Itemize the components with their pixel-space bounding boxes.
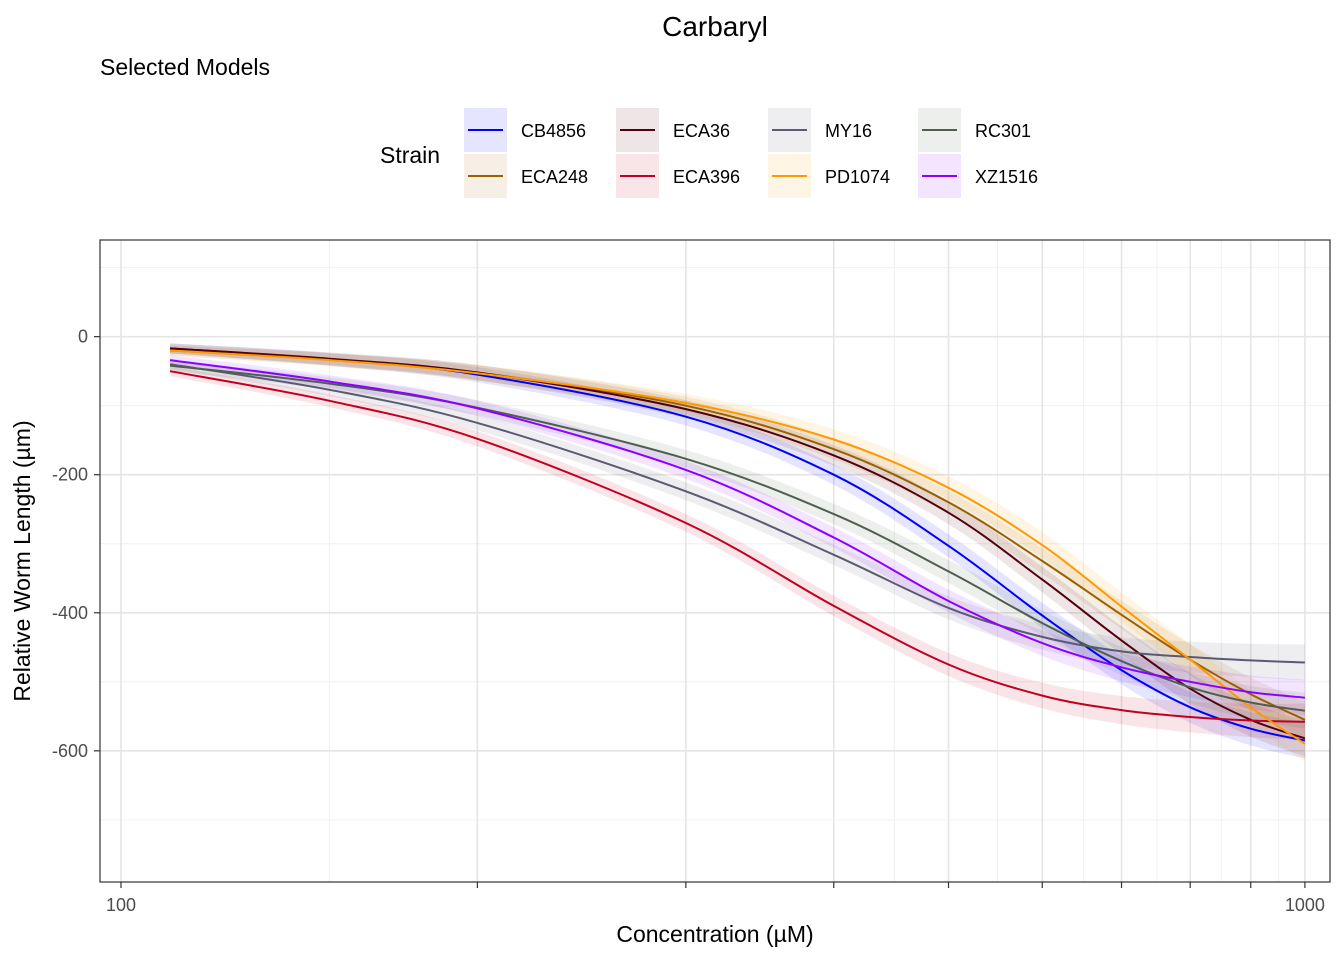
- x-tick-label: 100: [106, 895, 136, 915]
- y-tick-label: -400: [52, 603, 88, 623]
- chart-subtitle: Selected Models: [100, 54, 270, 80]
- legend-title: Strain: [380, 142, 440, 168]
- legend-item-eca248[interactable]: ECA248: [464, 154, 588, 198]
- band-rc301: [170, 360, 1305, 729]
- legend-item-cb4856[interactable]: CB4856: [464, 108, 586, 152]
- x-axis: 100 1000: [106, 882, 1325, 915]
- legend-label: MY16: [825, 121, 872, 141]
- plot-panel: [99, 239, 1331, 883]
- panel-border: [99, 239, 1331, 883]
- legend-label: ECA36: [673, 121, 730, 141]
- line-rc301: [169, 364, 1306, 712]
- band-eca36: [170, 343, 1305, 757]
- legend-item-eca396[interactable]: ECA396: [616, 154, 740, 198]
- y-axis-title: Relative Worm Length (µm): [9, 420, 35, 701]
- band-eca248: [170, 345, 1305, 738]
- chart-title: Carbaryl: [662, 11, 768, 42]
- x-tick-label: 1000: [1285, 895, 1325, 915]
- legend-label: ECA248: [521, 167, 588, 187]
- legend-label: PD1074: [825, 167, 890, 187]
- legend-item-pd1074[interactable]: PD1074: [768, 154, 890, 198]
- legend-item-eca36[interactable]: ECA36: [616, 108, 730, 152]
- grid-major: [100, 240, 1330, 882]
- legend-item-rc301[interactable]: RC301: [918, 108, 1031, 152]
- y-tick-label: -600: [52, 741, 88, 761]
- line-eca396: [169, 370, 1305, 723]
- x-axis-title: Concentration (µM): [616, 921, 813, 947]
- legend-label: RC301: [975, 121, 1031, 141]
- legend-label: ECA396: [673, 167, 740, 187]
- legend: CB4856 ECA248 ECA36 ECA396 MY16 PD1074 RC301 XZ…: [464, 108, 1038, 198]
- series-lines: [169, 347, 1306, 745]
- legend-item-xz1516[interactable]: XZ1516: [918, 154, 1038, 198]
- legend-label: XZ1516: [975, 167, 1038, 187]
- band-eca396: [170, 366, 1305, 740]
- grid-minor: [100, 240, 1330, 882]
- line-pd1074: [169, 349, 1306, 745]
- legend-item-my16[interactable]: MY16: [768, 108, 872, 152]
- band-xz1516: [170, 355, 1305, 716]
- line-xz1516: [169, 359, 1305, 699]
- y-tick-label: -200: [52, 465, 88, 485]
- legend-label: CB4856: [521, 121, 586, 141]
- y-axis: 0 -200 -400 -600: [52, 327, 100, 761]
- band-my16: [170, 359, 1305, 681]
- y-tick-label: 0: [78, 327, 88, 347]
